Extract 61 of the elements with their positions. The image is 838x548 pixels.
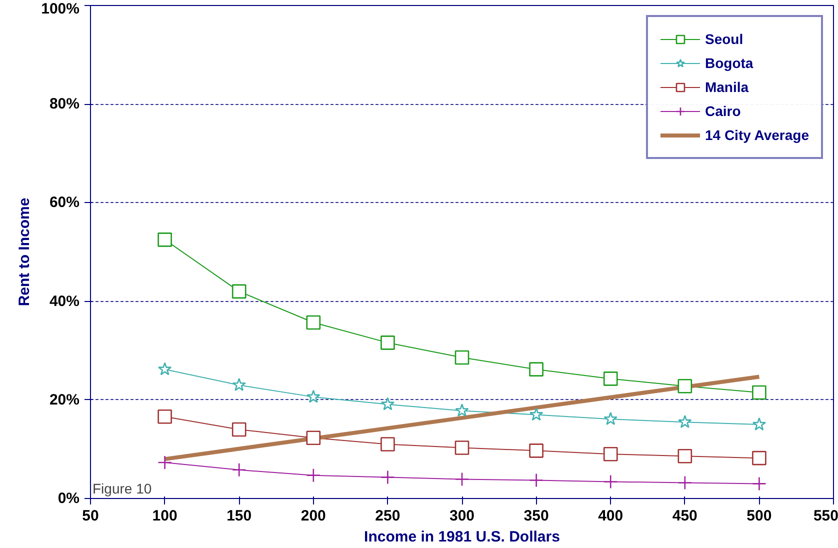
point [752, 417, 766, 430]
point [752, 450, 766, 466]
x-tick-label: 100 [152, 508, 178, 524]
y-tick-label: 0% [58, 490, 80, 507]
x-tick-label: 250 [375, 508, 400, 524]
x-tick-label: 450 [672, 508, 698, 524]
point [678, 378, 692, 394]
y-tick-label: 100% [41, 0, 80, 18]
point [306, 390, 320, 403]
point [454, 472, 470, 486]
x-tick-label: 150 [226, 508, 252, 524]
point [232, 422, 246, 437]
point [306, 468, 321, 482]
point [603, 446, 618, 462]
annotation: Figure 10 [92, 480, 152, 496]
y-tick-label: 20% [49, 391, 80, 408]
point [158, 362, 172, 376]
point [455, 404, 469, 417]
y-tick-label: 40% [49, 292, 80, 310]
point [678, 448, 692, 464]
point [529, 408, 544, 421]
point [306, 430, 321, 446]
point [752, 476, 766, 491]
x-tick-label: 50 [82, 508, 99, 524]
x-tick-label: 500 [746, 508, 772, 524]
point [232, 462, 246, 478]
point [158, 232, 172, 247]
point [529, 362, 544, 376]
y-tick-label: 60% [49, 194, 80, 212]
legend-label: Seoul [704, 31, 744, 47]
point [306, 315, 321, 330]
point [678, 476, 692, 490]
point [232, 378, 246, 392]
x-tick-label: 300 [449, 508, 475, 524]
legend-label: 14 City Average [704, 127, 809, 143]
point [603, 474, 618, 489]
x-tick-label: 200 [300, 508, 326, 524]
legend-label: Cairo [704, 103, 741, 119]
point [454, 440, 470, 455]
point [604, 412, 618, 426]
point [158, 455, 172, 470]
x-tick-label: 350 [524, 508, 549, 524]
x-tick-label: 400 [598, 508, 624, 524]
point [158, 410, 172, 424]
point [380, 397, 395, 410]
y-tick-label: 80% [49, 96, 80, 113]
point [454, 350, 470, 365]
x-tick-label: 550 [813, 508, 838, 524]
point [678, 414, 692, 428]
point [232, 284, 246, 299]
legend-label: Manila [704, 79, 749, 95]
point [380, 336, 395, 350]
point [380, 437, 395, 452]
point [380, 470, 395, 484]
y-axis-title: Rent to Income [16, 198, 34, 306]
legend-label: Bogota [704, 55, 754, 71]
point [529, 473, 544, 488]
point [603, 372, 618, 386]
point [529, 444, 544, 458]
point [752, 385, 766, 400]
x-axis-title: Income in 1981 U.S. Dollars [364, 528, 560, 546]
